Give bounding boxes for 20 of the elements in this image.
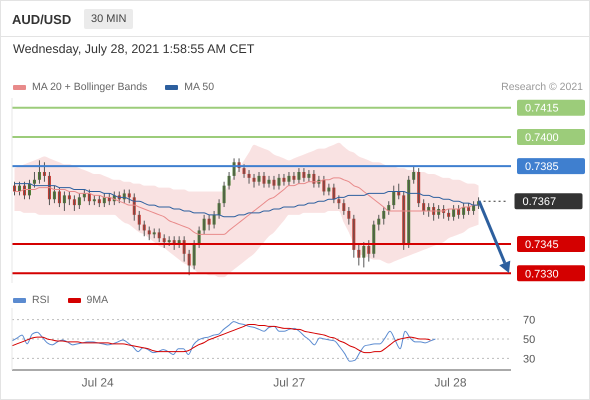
text: Research © 2021 [501,81,583,93]
ref-line-label: 0.7415 [525,102,559,115]
ref-line-label: 50 [523,334,536,346]
ref-line-label: 0.7400 [525,132,559,144]
x-tick-label: Jul 28 [434,376,467,390]
ref-line-label: 0.7345 [525,239,559,252]
legend-label: RSI [32,294,50,306]
x-tick-label: Jul 24 [82,376,114,390]
x-tick-label: Jul 27 [273,376,306,390]
chart-subtitle: Wednesday, July 28, 2021 1:58:55 AM CET [13,42,254,56]
legend-label: 9MA [86,294,108,306]
text: 30 MIN [84,9,134,29]
ref-line-label: 0.7385 [525,161,559,174]
ref-line-label: 30 [523,353,536,366]
ref-line-label: 70 [523,314,536,327]
ref-line-label: 0.7367 [522,196,556,208]
legend-label: MA 20 + Bollinger Bands [32,81,148,93]
ref-line-label: 0.7330 [525,268,559,280]
legend-label: MA 50 [184,81,214,93]
chart-title: AUD/USD [12,12,72,27]
